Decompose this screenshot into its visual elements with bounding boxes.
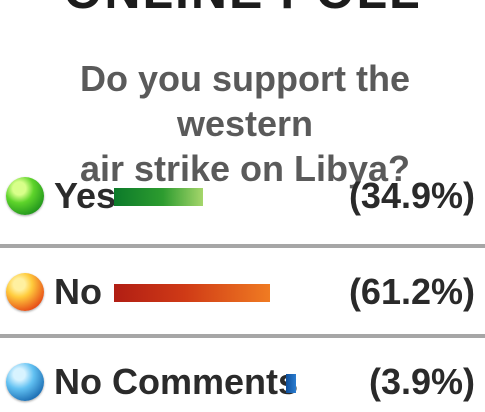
poll-question: Do you support the western air strike on… — [10, 56, 480, 191]
divider — [0, 334, 485, 338]
divider — [0, 244, 485, 248]
bar-yes — [114, 188, 203, 206]
poll-title: ONLINE POLL — [0, 0, 485, 20]
question-line-1: Do you support the western — [80, 58, 410, 144]
option-label-no: No — [54, 271, 102, 312]
value-label-yes: (34.9%) — [348, 175, 475, 216]
poll-row-yes: Yes (34.9%) — [0, 170, 485, 226]
value-label-no-comments: (3.9%) — [368, 361, 475, 402]
option-label-yes: Yes — [54, 175, 117, 216]
bar-no — [114, 284, 270, 302]
blue-dot-icon — [6, 363, 44, 401]
poll-row-no: No (61.2%) — [0, 266, 485, 322]
value-label-no: (61.2%) — [348, 271, 475, 312]
question-line-2: air strike on Libya? — [79, 148, 411, 189]
option-label-no-comments: No Comments — [54, 361, 299, 402]
bar-no-comments — [286, 374, 296, 393]
green-dot-icon — [6, 177, 44, 215]
orange-dot-icon — [6, 273, 44, 311]
poll-row-no-comments: No Comments (3.9%) — [0, 356, 485, 412]
